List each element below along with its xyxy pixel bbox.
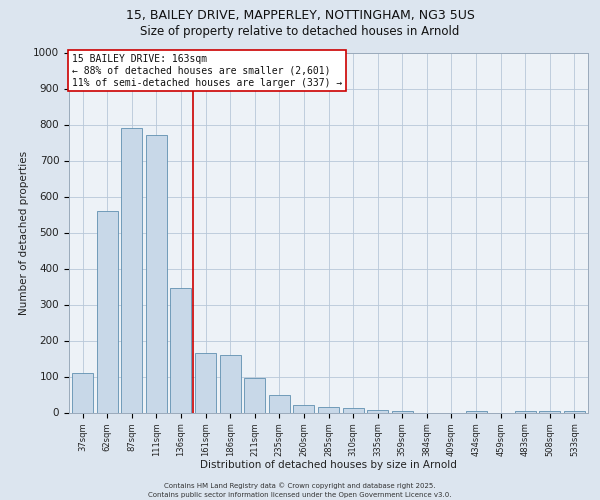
- Text: Contains HM Land Registry data © Crown copyright and database right 2025.: Contains HM Land Registry data © Crown c…: [164, 482, 436, 489]
- Bar: [392, 410, 413, 412]
- Bar: [195, 353, 216, 412]
- Text: Contains public sector information licensed under the Open Government Licence v3: Contains public sector information licen…: [148, 492, 452, 498]
- Bar: [244, 378, 265, 412]
- Bar: [343, 408, 364, 412]
- Bar: [121, 128, 142, 412]
- Bar: [564, 410, 585, 412]
- Bar: [146, 136, 167, 412]
- Bar: [293, 406, 314, 412]
- Bar: [318, 407, 339, 412]
- Text: Size of property relative to detached houses in Arnold: Size of property relative to detached ho…: [140, 25, 460, 38]
- Bar: [539, 410, 560, 412]
- Bar: [269, 394, 290, 412]
- Text: 15, BAILEY DRIVE, MAPPERLEY, NOTTINGHAM, NG3 5US: 15, BAILEY DRIVE, MAPPERLEY, NOTTINGHAM,…: [125, 9, 475, 22]
- X-axis label: Distribution of detached houses by size in Arnold: Distribution of detached houses by size …: [200, 460, 457, 470]
- Bar: [466, 410, 487, 412]
- Bar: [515, 410, 536, 412]
- Bar: [72, 373, 93, 412]
- Bar: [170, 288, 191, 412]
- Bar: [220, 355, 241, 412]
- Bar: [97, 211, 118, 412]
- Text: 15 BAILEY DRIVE: 163sqm
← 88% of detached houses are smaller (2,601)
11% of semi: 15 BAILEY DRIVE: 163sqm ← 88% of detache…: [71, 54, 342, 88]
- Y-axis label: Number of detached properties: Number of detached properties: [19, 150, 29, 314]
- Bar: [367, 410, 388, 412]
